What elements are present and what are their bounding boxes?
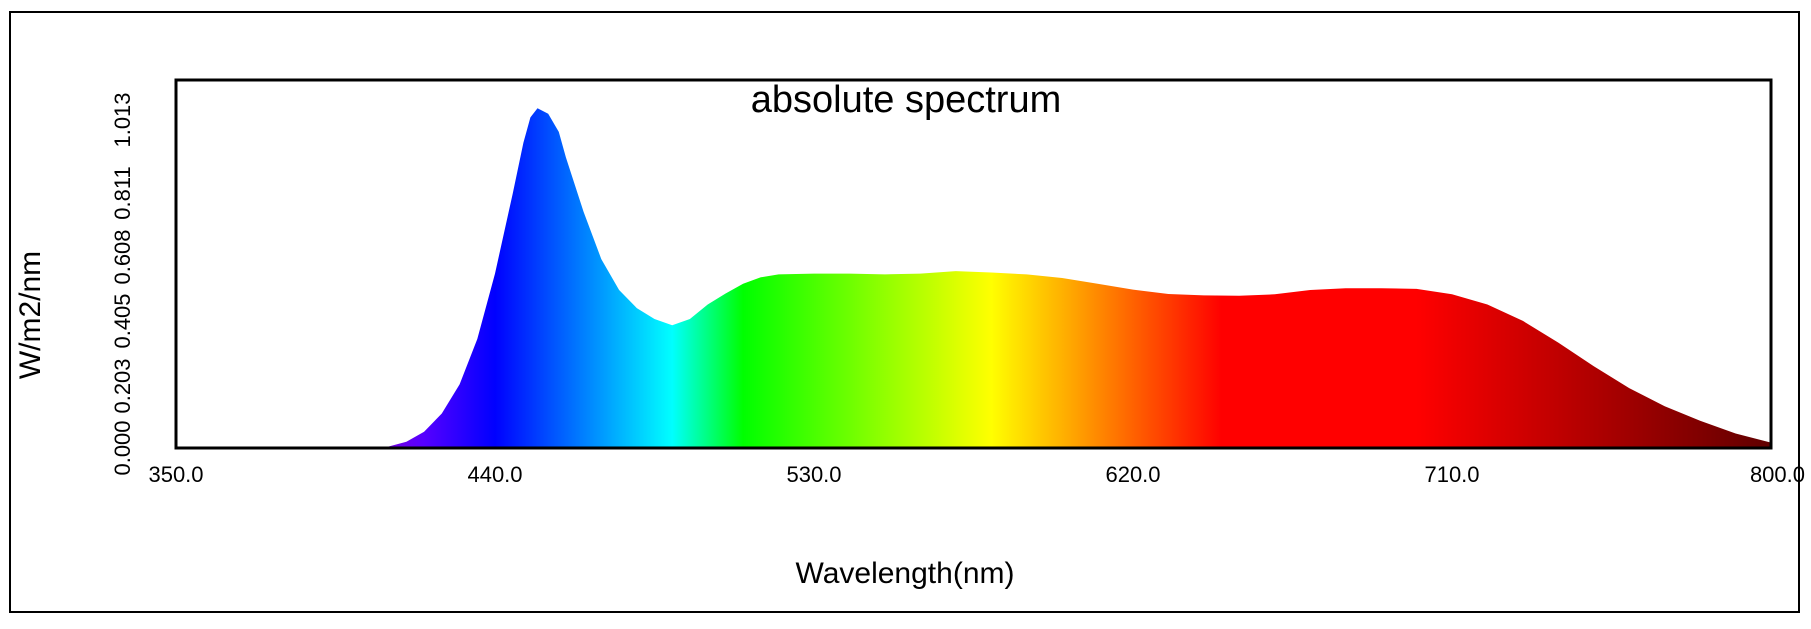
y-tick-label: 0.608 <box>110 229 135 284</box>
chart-title: absolute spectrum <box>751 79 1062 121</box>
y-tick-label: 0.000 <box>110 420 135 475</box>
y-axis-ticks: 0.000 0.203 0.405 0.608 0.811 1.013 <box>110 92 135 475</box>
y-tick-label: 0.811 <box>110 166 135 219</box>
x-tick-label: 350.0 <box>148 462 203 487</box>
y-tick-label: 0.203 <box>110 358 135 413</box>
x-tick-label: 800.0 <box>1750 462 1805 487</box>
x-axis-label: Wavelength(nm) <box>796 557 1015 590</box>
x-tick-label: 440.0 <box>467 462 522 487</box>
x-tick-label: 620.0 <box>1105 462 1160 487</box>
y-tick-label: 0.405 <box>110 293 135 348</box>
spectrum-area <box>176 108 1771 449</box>
plot-frame <box>174 78 1773 450</box>
y-axis-label: W/m2/nm <box>14 251 47 379</box>
x-tick-label: 530.0 <box>786 462 841 487</box>
x-tick-label: 710.0 <box>1424 462 1479 487</box>
x-axis-ticks: 350.0 440.0 530.0 620.0 710.0 800.0 <box>148 462 1805 487</box>
y-tick-label: 1.013 <box>110 92 135 147</box>
